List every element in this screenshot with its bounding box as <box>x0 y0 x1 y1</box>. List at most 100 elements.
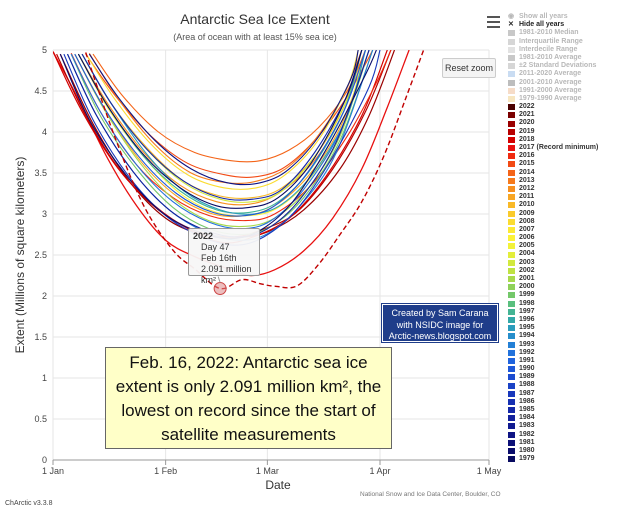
legend-swatch <box>508 366 515 373</box>
legend-item-year[interactable]: 1992 <box>508 349 638 357</box>
legend-item-year[interactable]: 2013 <box>508 177 638 185</box>
legend-item-year[interactable]: 1983 <box>508 422 638 430</box>
tooltip-day: Day 47 <box>201 242 230 252</box>
legend-item-year[interactable]: 1981 <box>508 439 638 447</box>
legend-label: 1996 <box>519 315 535 323</box>
legend-label: Interquartile Range <box>519 37 583 45</box>
legend-item-year[interactable]: 2020 <box>508 119 638 127</box>
legend-item-reference[interactable]: 1991-2000 Average <box>508 87 638 95</box>
legend-item-year[interactable]: 2004 <box>508 250 638 258</box>
y-tick-label: 3 <box>42 209 47 219</box>
legend-item-year[interactable]: 1997 <box>508 308 638 316</box>
legend-item-year[interactable]: 1996 <box>508 316 638 324</box>
y-tick-label: 4 <box>42 127 47 137</box>
y-tick-label: 4.5 <box>34 86 47 96</box>
legend-item-year[interactable]: 2005 <box>508 242 638 250</box>
legend-label: 1994 <box>519 332 535 340</box>
legend-item-year[interactable]: 1995 <box>508 324 638 332</box>
chart-subtitle: (Area of ocean with at least 15% sea ice… <box>173 32 337 42</box>
legend-item-year[interactable]: 1987 <box>508 390 638 398</box>
legend-item-year[interactable]: 1980 <box>508 447 638 455</box>
legend-item-year[interactable]: 2009 <box>508 210 638 218</box>
legend-item-reference[interactable]: Interdecile Range <box>508 46 638 54</box>
legend-item-year[interactable]: 2003 <box>508 259 638 267</box>
series-line-2001 <box>74 50 370 228</box>
legend-item-year[interactable]: 1988 <box>508 381 638 389</box>
series-line-1985 <box>81 50 363 201</box>
legend-item-year[interactable]: 1991 <box>508 357 638 365</box>
legend-label: 1998 <box>519 299 535 307</box>
annotation-callout: Feb. 16, 2022: Antarctic sea ice extent … <box>105 347 392 449</box>
legend-swatch <box>508 267 515 274</box>
series-line-2020 <box>59 50 396 238</box>
axes: 0 0.5 1 1.5 2 2.5 3 3.5 4 4.5 5 1 Jan 1 Feb 1 Mar 1 Ap… <box>34 45 501 476</box>
legend-item-year[interactable]: 2017 (Record minimum) <box>508 144 638 152</box>
eye-slash-icon: ✕ <box>508 21 514 29</box>
legend-item-reference[interactable]: 1981-2010 Average <box>508 54 638 62</box>
legend-label: Show all years <box>519 13 568 20</box>
legend-label: 1981 <box>519 438 535 446</box>
legend-item-year[interactable]: 2014 <box>508 169 638 177</box>
tooltip-pointer <box>217 276 221 283</box>
legend-item-year[interactable]: 1999 <box>508 291 638 299</box>
legend-item-year[interactable]: 1993 <box>508 341 638 349</box>
legend-swatch <box>508 38 515 45</box>
legend-item-year[interactable]: 1985 <box>508 406 638 414</box>
legend-item-year[interactable]: 2011 <box>508 193 638 201</box>
reset-zoom-button[interactable]: Reset zoom <box>442 58 496 78</box>
credit-line-3: Arctic-news.blogspot.com <box>388 331 492 341</box>
legend-item-year[interactable]: 1986 <box>508 398 638 406</box>
legend-item-year[interactable]: 1994 <box>508 332 638 340</box>
legend-label: 1989 <box>519 373 535 381</box>
legend-item-reference[interactable]: Interquartile Range <box>508 38 638 46</box>
legend-control-show-all-years[interactable]: ◉ Show all years <box>508 13 638 21</box>
legend-item-year[interactable]: 2002 <box>508 267 638 275</box>
legend-item-year[interactable]: 2000 <box>508 283 638 291</box>
legend-item-year[interactable]: 1989 <box>508 373 638 381</box>
legend-item-reference[interactable]: ±2 Standard Deviations <box>508 62 638 70</box>
legend-item-year[interactable]: 2019 <box>508 128 638 136</box>
legend-label: 2011 <box>519 193 535 201</box>
legend-item-year[interactable]: 2001 <box>508 275 638 283</box>
legend-swatch <box>508 415 515 422</box>
legend-item-year[interactable]: 1979 <box>508 455 638 463</box>
legend-item-year[interactable]: 2021 <box>508 111 638 119</box>
legend-label: 1991-2000 Average <box>519 86 582 94</box>
legend-swatch <box>508 235 515 242</box>
legend-item-year[interactable]: 1998 <box>508 300 638 308</box>
y-tick-label: 2.5 <box>34 250 47 260</box>
legend-item-reference[interactable]: 1981-2010 Median <box>508 29 638 37</box>
legend-item-year[interactable]: 1990 <box>508 365 638 373</box>
legend-label: 2012 <box>519 184 535 192</box>
legend-item-year[interactable]: 2010 <box>508 201 638 209</box>
legend-swatch <box>508 169 515 176</box>
legend-label: 1992 <box>519 348 535 356</box>
legend-item-year[interactable]: 2012 <box>508 185 638 193</box>
legend-item-year[interactable]: 1982 <box>508 431 638 439</box>
legend-item-year[interactable]: 2007 <box>508 226 638 234</box>
legend-item-reference[interactable]: 2011-2020 Average <box>508 70 638 78</box>
legend-item-year[interactable]: 1984 <box>508 414 638 422</box>
legend-item-year[interactable]: 2016 <box>508 152 638 160</box>
legend-label: Interdecile Range <box>519 45 578 53</box>
legend-item-year[interactable]: 2022 <box>508 103 638 111</box>
legend-label: 1985 <box>519 406 535 413</box>
credit-line-1: Created by Sam Carana <box>391 308 489 318</box>
series-line-1992 <box>70 50 370 230</box>
legend-item-year[interactable]: 2015 <box>508 160 638 168</box>
tooltip-date: Feb 16th <box>201 253 237 263</box>
legend-item-year[interactable]: 2018 <box>508 136 638 144</box>
legend-item-year[interactable]: 2006 <box>508 234 638 242</box>
legend-item-year[interactable]: 2008 <box>508 218 638 226</box>
legend-control-hide-all-years[interactable]: ✕ Hide all years <box>508 21 638 29</box>
y-tick-label: 1 <box>42 373 47 383</box>
legend-item-reference[interactable]: 1979-1990 Average <box>508 95 638 103</box>
legend-label: 2013 <box>519 176 535 184</box>
legend-item-reference[interactable]: 2001-2010 Average <box>508 79 638 87</box>
version-label: ChArctic v3.3.8 <box>5 500 53 507</box>
y-tick-label: 2 <box>42 291 47 301</box>
hamburger-menu-icon[interactable] <box>487 16 500 31</box>
legend-label: Hide all years <box>519 21 565 29</box>
legend-label: 1997 <box>519 307 535 315</box>
legend-swatch <box>508 341 515 348</box>
